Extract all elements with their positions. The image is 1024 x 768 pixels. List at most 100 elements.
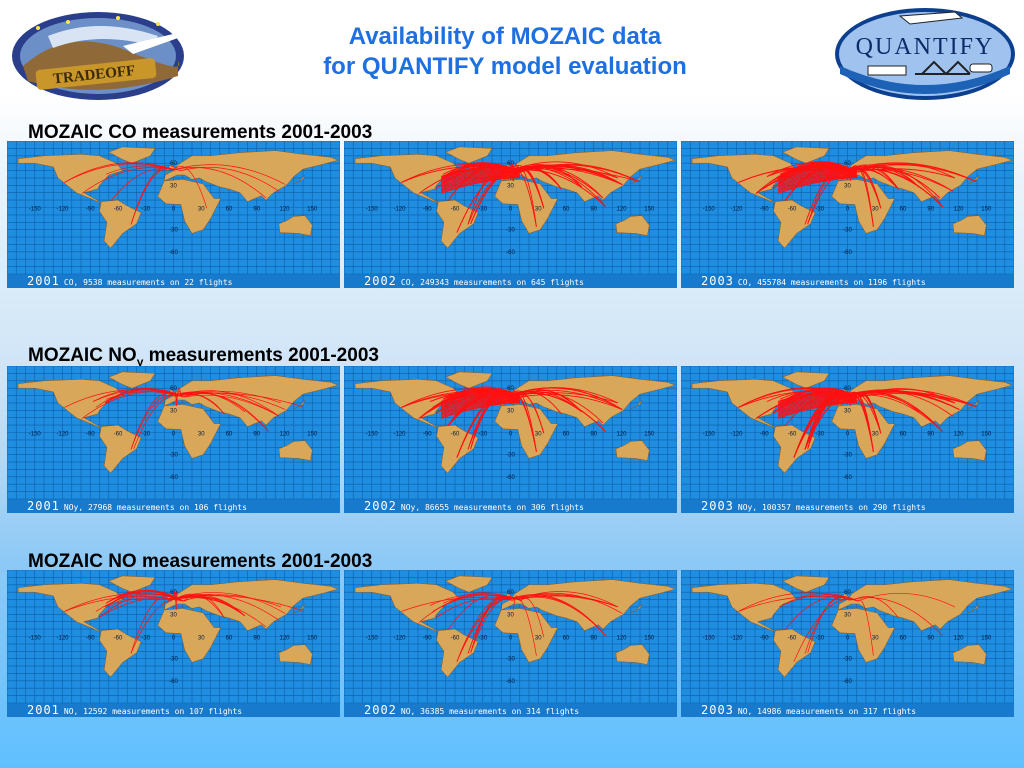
lon-tick-label: -150 (366, 207, 379, 213)
lon-tick-label: -30 (141, 636, 150, 642)
flight-track (514, 161, 619, 179)
continent (782, 146, 830, 164)
lon-tick-label: -90 (760, 207, 769, 213)
lon-tick-label: 90 (927, 432, 934, 438)
flight-track (781, 161, 848, 177)
flight-track (440, 398, 520, 413)
map-year: 2001 (27, 703, 60, 717)
lon-tick-label: 60 (900, 207, 907, 213)
continent (436, 628, 479, 678)
flight-track (847, 390, 977, 408)
lon-tick-label: -150 (703, 207, 716, 213)
flight-track (173, 166, 208, 209)
map-panel: -150 -120 -90 -60 -30 0 30 60 90 120 150 60 30 -30 -60… (344, 141, 677, 288)
flight-track (440, 166, 520, 177)
lon-tick-label: -60 (451, 207, 460, 213)
lon-tick-label: -60 (451, 432, 460, 438)
lat-tick-label: 60 (507, 386, 514, 392)
flight-track (777, 176, 857, 193)
lon-tick-label: 60 (226, 636, 233, 642)
lon-tick-label: -150 (366, 636, 379, 642)
lon-tick-label: 90 (590, 207, 597, 213)
continent (773, 199, 816, 249)
lon-tick-label: -120 (393, 207, 406, 213)
continent (354, 583, 461, 633)
map-caption-text: CO, 9538 measurements on 22 flights (63, 278, 233, 287)
flight-track (512, 592, 623, 614)
lat-tick-label: -60 (843, 250, 852, 256)
lon-tick-label: 60 (226, 432, 233, 438)
lat-tick-label: -60 (169, 475, 178, 481)
map-panel: -150 -120 -90 -60 -30 0 30 60 90 120 150 60 30 -30 -60… (681, 141, 1014, 288)
continent (157, 179, 222, 234)
lon-tick-label: 60 (563, 207, 570, 213)
lon-tick-label: -150 (29, 432, 42, 438)
lon-tick-label: 150 (981, 636, 992, 642)
flight-track (92, 388, 184, 402)
continent (163, 375, 340, 427)
lon-tick-label: -150 (703, 432, 716, 438)
lat-tick-label: 60 (507, 161, 514, 167)
continent (445, 371, 493, 389)
title-line-1: Availability of MOZAIC data (348, 23, 662, 50)
flight-track (173, 593, 177, 610)
flight-track (440, 400, 520, 417)
flight-track (777, 173, 857, 188)
flight-track (850, 164, 899, 190)
continent (494, 608, 559, 663)
flight-track (440, 399, 520, 414)
lon-tick-label: 30 (198, 207, 205, 213)
lat-tick-label: 30 (844, 612, 851, 618)
lon-tick-label: -90 (423, 432, 432, 438)
continent (837, 579, 1014, 631)
flight-track (470, 595, 511, 653)
lon-tick-label: 60 (563, 432, 570, 438)
continent (615, 215, 650, 236)
world-map: -150 -120 -90 -60 -30 0 30 60 90 120 150 60 30 -30 -60 (681, 570, 1014, 717)
continent (494, 404, 559, 459)
lat-tick-label: -60 (506, 475, 515, 481)
lon-tick-label: 30 (872, 207, 879, 213)
continent (157, 404, 222, 459)
lon-tick-label: -150 (703, 636, 716, 642)
flight-track (777, 396, 857, 409)
lon-tick-label: 90 (253, 636, 260, 642)
flight-track (175, 390, 281, 404)
continent (615, 644, 650, 665)
flight-track (440, 172, 520, 187)
flight-track (849, 166, 941, 199)
flight-track (777, 167, 857, 179)
flight-track (440, 176, 520, 193)
continent (108, 146, 156, 164)
flight-track (173, 592, 286, 614)
lat-tick-label: 30 (507, 408, 514, 414)
lon-tick-label: -90 (423, 636, 432, 642)
lat-tick-label: -30 (169, 453, 178, 459)
continent (691, 154, 798, 204)
flight-track (777, 398, 857, 413)
flight-track (440, 167, 520, 179)
flight-track (440, 394, 520, 406)
flight-track (440, 168, 520, 180)
flight-track (512, 393, 607, 433)
flight-track (467, 597, 511, 654)
lat-tick-label: -30 (843, 657, 852, 663)
lon-tick-label: -150 (366, 432, 379, 438)
lat-tick-label: -30 (506, 228, 515, 234)
flight-track (175, 390, 280, 417)
lon-tick-label: -150 (29, 636, 42, 642)
lat-tick-label: -60 (843, 679, 852, 685)
lon-tick-label: -30 (815, 636, 824, 642)
lon-tick-label: -30 (815, 432, 824, 438)
lon-tick-label: 120 (279, 207, 290, 213)
flight-track (177, 595, 245, 617)
lat-tick-label: 30 (844, 183, 851, 189)
lon-tick-label: 150 (644, 432, 655, 438)
lon-tick-label: -30 (141, 432, 150, 438)
flight-track (520, 168, 607, 208)
lon-tick-label: 90 (253, 207, 260, 213)
continent (354, 379, 461, 429)
flight-track (777, 395, 857, 408)
map-caption: 2001 NO, 12592 measurements on 107 flight… (7, 703, 340, 717)
flight-track (857, 168, 955, 179)
